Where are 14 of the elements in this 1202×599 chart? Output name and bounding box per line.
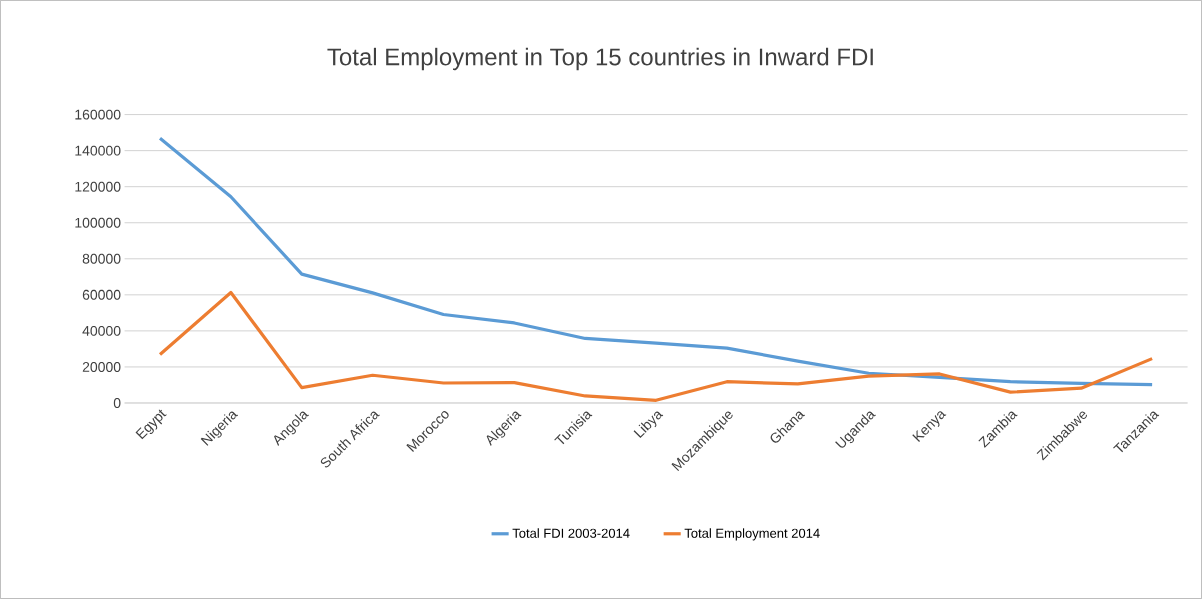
y-tick-label: 140000 — [75, 145, 121, 156]
chart-title: Total Employment in Top 15 countries in Inward FDI — [327, 47, 873, 71]
y-tick-label: 20000 — [82, 361, 121, 372]
y-tick-label: 80000 — [82, 253, 121, 264]
y-tick-label: 40000 — [82, 325, 121, 336]
y-tick-label: 100000 — [75, 217, 121, 228]
y-tick-label: 120000 — [75, 181, 121, 192]
legend-label: Total Employment 2014 — [684, 528, 820, 541]
y-tick-label: 0 — [113, 398, 121, 408]
line-series — [158, 290, 1154, 402]
legend-label: Total FDI 2003-2014 — [512, 528, 630, 538]
y-tick-label: 160000 — [75, 109, 121, 120]
y-tick-label: 60000 — [82, 289, 121, 300]
line-series — [158, 136, 1154, 387]
